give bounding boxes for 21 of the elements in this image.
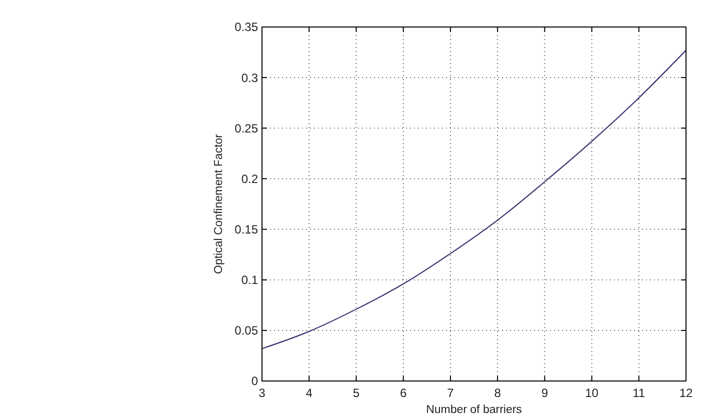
x-tick-label: 9: [541, 386, 548, 400]
y-tick-label: 0.3: [241, 70, 258, 85]
y-tick-label: 0.1: [241, 273, 258, 288]
x-tick-label: 7: [447, 386, 454, 400]
x-tick-label: 6: [400, 386, 407, 400]
x-tick-label: 4: [306, 386, 313, 400]
y-tick-label: 0.2: [241, 172, 258, 186]
x-tick-label: 10: [585, 386, 599, 400]
x-tick-label: 3: [258, 386, 266, 400]
x-tick-label: 8: [494, 386, 502, 400]
y-tick-label: 0.25: [234, 121, 258, 136]
x-tick-label: 5: [352, 386, 360, 400]
y-tick-label: 0: [251, 374, 258, 388]
y-tick-label: 0.35: [234, 20, 258, 34]
line-series: [261, 50, 687, 350]
x-tick-label: 11: [632, 386, 646, 400]
x-axis-title: Number of barriers: [426, 404, 522, 416]
y-tick-label: 0.15: [234, 222, 258, 236]
x-tick-label: 12: [679, 386, 693, 400]
y-tick-label: 0.05: [234, 324, 258, 338]
y-axis-title: Optical Confinement Factor: [213, 134, 225, 274]
